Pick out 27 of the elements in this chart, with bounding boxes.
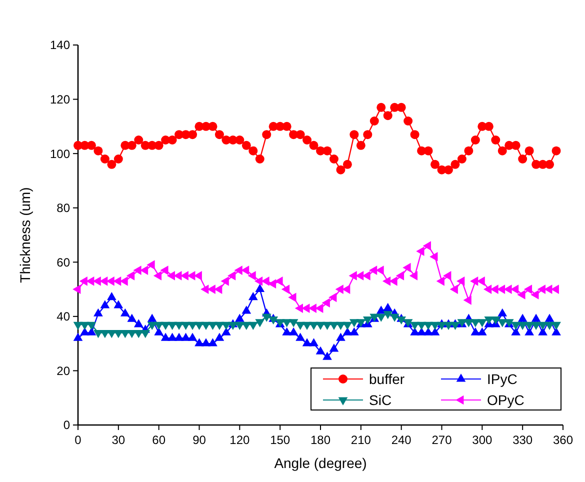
- x-axis-title: Angle (degree): [274, 455, 367, 471]
- x-tick-label: 300: [472, 433, 492, 447]
- x-tick-label: 30: [112, 433, 126, 447]
- x-tick-label: 150: [270, 433, 290, 447]
- legend-label: OPyC: [487, 392, 524, 408]
- x-tick-label: 0: [74, 433, 82, 447]
- legend-label: buffer: [369, 370, 405, 387]
- x-tick-label: 210: [350, 433, 372, 447]
- y-tick-label: 140: [50, 38, 70, 52]
- y-tick-label: 20: [56, 364, 70, 378]
- y-tick-label: 100: [50, 146, 70, 161]
- x-tick-label: 60: [152, 433, 166, 447]
- y-tick-label: 40: [56, 310, 70, 324]
- x-tick-label: 90: [192, 433, 206, 447]
- legend-label: IPyC: [487, 370, 518, 387]
- x-tick-label: 360: [552, 433, 574, 447]
- legend-label: SiC: [369, 392, 392, 408]
- y-tick-label: 80: [56, 201, 70, 216]
- y-tick-label: 120: [50, 92, 70, 106]
- x-tick-label: 120: [230, 433, 250, 447]
- x-tick-label: 240: [391, 433, 412, 447]
- y-axis-title: Thickness (um): [17, 187, 33, 283]
- y-tick-label: 0: [63, 418, 70, 432]
- x-tick-label: 180: [310, 433, 331, 447]
- y-tick-label: 60: [56, 255, 70, 270]
- x-tick-label: 270: [432, 433, 452, 447]
- x-tick-label: 330: [512, 433, 533, 447]
